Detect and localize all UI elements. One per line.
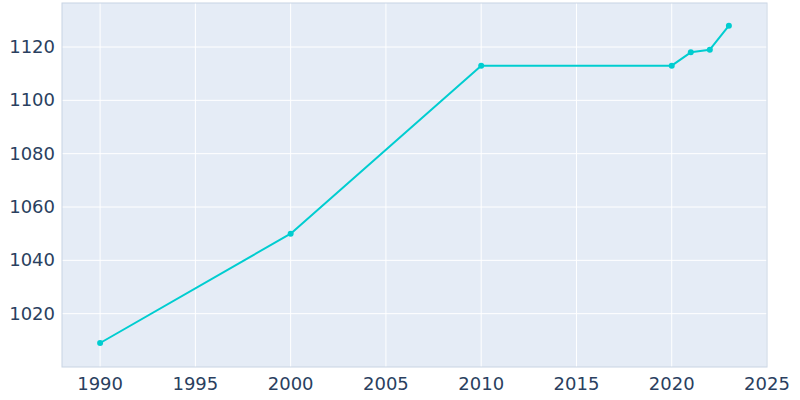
data-point [288, 231, 294, 237]
y-grid-line [62, 313, 767, 314]
x-tick-label: 2015 [554, 373, 600, 394]
data-group [97, 23, 732, 346]
y-grid-line [62, 260, 767, 261]
y-tick-label: 1040 [9, 249, 55, 270]
x-tick-label: 2000 [268, 373, 314, 394]
y-grid-line [62, 47, 767, 48]
y-tick-label: 1100 [9, 89, 55, 110]
x-tick-label: 2020 [649, 373, 695, 394]
x-grid-line [481, 3, 482, 367]
x-grid-line [671, 3, 672, 367]
data-point [478, 63, 484, 69]
data-point [688, 49, 694, 55]
data-point [97, 340, 103, 346]
x-grid-line [385, 3, 386, 367]
x-grid-line [290, 3, 291, 367]
x-tick-label: 2025 [744, 373, 790, 394]
y-tick-label: 1120 [9, 36, 55, 57]
chart-container: 1990 1995 2000 2005 2010 2015 2020 2025 1020 1040… [0, 0, 800, 400]
chart: 1990 1995 2000 2005 2010 2015 2020 2025 1020 1040… [0, 0, 800, 400]
y-tick-label: 1020 [9, 303, 55, 324]
x-tick-label: 1990 [77, 373, 123, 394]
data-point [726, 23, 732, 29]
x-tick-label: 2010 [458, 373, 504, 394]
data-point [707, 47, 713, 53]
x-tick-label: 2005 [363, 373, 409, 394]
x-grid-line [100, 3, 101, 367]
y-tick-label: 1080 [9, 143, 55, 164]
x-grid-line [576, 3, 577, 367]
y-grid-line [62, 153, 767, 154]
data-line [100, 26, 729, 343]
plot-frame [62, 3, 767, 367]
data-point [669, 63, 675, 69]
x-grid-line [195, 3, 196, 367]
y-tick-label: 1060 [9, 196, 55, 217]
y-grid-line [62, 207, 767, 208]
y-grid-line [62, 100, 767, 101]
x-tick-label: 1995 [172, 373, 218, 394]
plot-background [62, 3, 767, 367]
